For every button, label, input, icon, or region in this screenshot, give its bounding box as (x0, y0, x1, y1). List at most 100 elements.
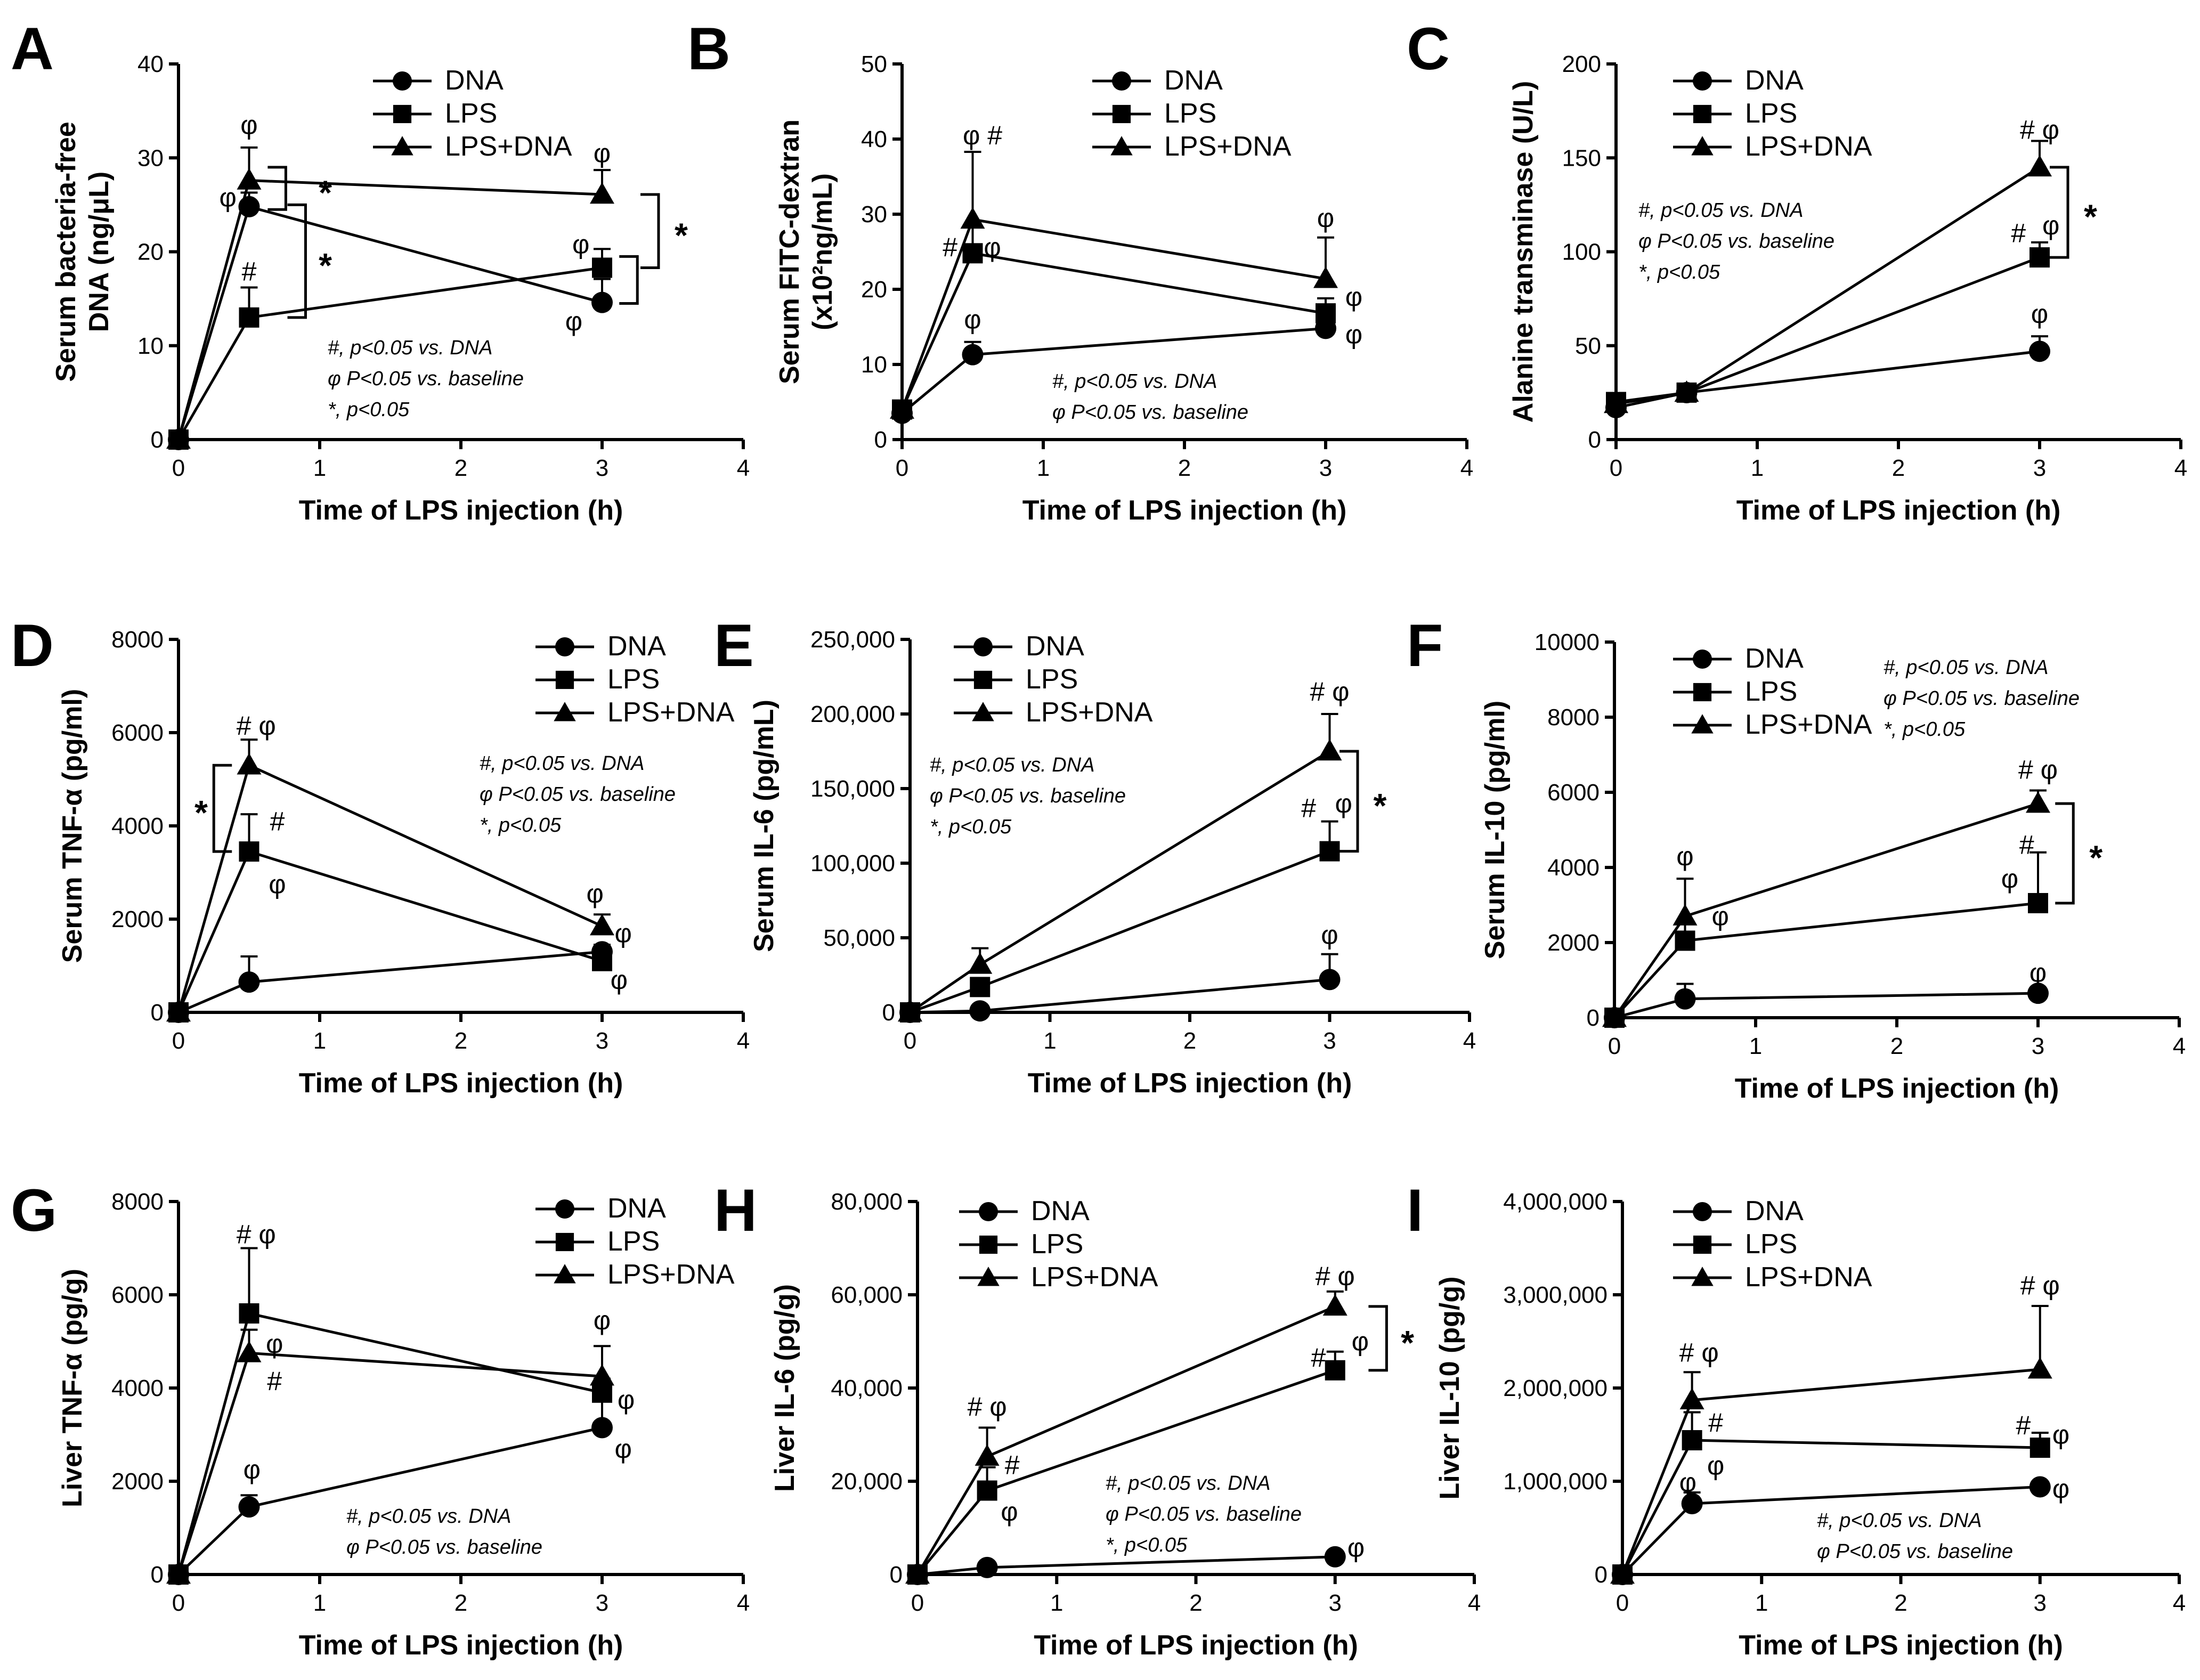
data-point (970, 977, 991, 997)
y-tick-label: 8000 (111, 627, 164, 653)
y-tick-label: 0 (1587, 1005, 1600, 1031)
data-point (1673, 904, 1698, 926)
significance-note: φ P<0.05 vs. baseline (1884, 687, 2080, 710)
significance-note: *, p<0.05 (1884, 718, 1966, 741)
legend-label: LPS+DNA (1745, 709, 1872, 740)
significance-mark: φ (964, 304, 981, 334)
legend-marker (1691, 714, 1714, 734)
x-axis-title: Time of LPS injection (h) (299, 495, 623, 526)
significance-mark: φ (2001, 864, 2018, 894)
significance-bracket (1340, 750, 1359, 853)
significance-mark: # (1301, 793, 1316, 823)
y-tick-label: 1,000,000 (1503, 1468, 1608, 1495)
legend-marker (1691, 136, 1714, 156)
panel-letter: D (11, 612, 54, 679)
significance-mark: φ (1321, 920, 1338, 949)
y-tick-label: 0 (874, 427, 887, 453)
series-lps (168, 813, 612, 1022)
data-point (1322, 1294, 1347, 1316)
x-tick-label: 4 (2173, 1033, 2186, 1059)
data-point (1604, 392, 1628, 413)
significance-mark: # φ (1679, 1338, 1719, 1368)
x-axis-title: Time of LPS injection (h) (1736, 495, 2061, 526)
x-axis-title: Time of LPS injection (h) (1034, 1630, 1358, 1661)
y-axis-title: Serum FITC-dextran (774, 119, 805, 384)
legend-marker (1693, 71, 1712, 91)
x-tick-label: 2 (1183, 1028, 1196, 1054)
data-point (1313, 266, 1338, 288)
x-tick-label: 4 (1460, 455, 1473, 481)
data-point (976, 1556, 998, 1578)
x-tick-label: 4 (737, 455, 750, 481)
data-point (2029, 1438, 2050, 1458)
legend-marker (1693, 104, 1712, 124)
significance-mark: φ (240, 110, 257, 140)
significance-mark: φ (2052, 1420, 2069, 1450)
y-tick-label: 200 (1562, 51, 1601, 77)
x-tick-label: 2 (454, 455, 467, 481)
data-point (590, 914, 614, 936)
x-tick-label: 1 (1050, 1590, 1063, 1616)
data-point (591, 1417, 613, 1439)
significance-mark: φ (1676, 841, 1693, 871)
series-line (177, 1312, 603, 1575)
legend-marker (555, 1232, 574, 1252)
data-point (592, 257, 612, 278)
y-tick-label: 200,000 (810, 701, 895, 727)
significance-mark: φ (266, 1329, 283, 1359)
significance-mark: φ (243, 1455, 261, 1484)
x-tick-label: 1 (1037, 455, 1050, 481)
significance-mark: φ (565, 306, 582, 336)
significance-note: *, p<0.05 (328, 399, 410, 421)
y-tick-label: 6000 (1547, 780, 1600, 806)
significance-mark: φ (1707, 1450, 1724, 1480)
y-tick-label: 2000 (111, 906, 164, 932)
x-axis-title: Time of LPS injection (h) (1739, 1630, 2063, 1661)
x-tick-label: 0 (911, 1590, 924, 1616)
data-point (1610, 1562, 1635, 1584)
y-tick-label: 30 (861, 201, 887, 228)
legend-marker (1693, 650, 1712, 669)
significance-note: #, p<0.05 vs. DNA (480, 752, 644, 775)
data-point (2026, 791, 2050, 813)
significance-mark: φ (615, 1434, 632, 1464)
significance-mark: φ (1679, 1467, 1696, 1497)
y-tick-label: 40,000 (831, 1375, 903, 1401)
significance-mark: φ (618, 1385, 635, 1415)
series-dna (1605, 335, 2050, 419)
legend-label: DNA (607, 1193, 666, 1224)
legend-label: LPS+DNA (607, 1259, 735, 1290)
data-point (166, 427, 191, 449)
significance-mark: φ (1001, 1497, 1018, 1527)
legend-marker (555, 1199, 574, 1219)
data-point (591, 291, 613, 313)
x-tick-label: 2 (1178, 455, 1191, 481)
bracket-star: * (2084, 197, 2097, 236)
x-tick-label: 3 (596, 455, 608, 481)
x-tick-label: 3 (1329, 1590, 1342, 1616)
panel-e: E 0 1 2 3 4 0 50,000 100,000 150,000 200,000 250,00… (714, 612, 1476, 1099)
legend-label: DNA (1026, 631, 1084, 662)
x-tick-label: 1 (313, 1590, 326, 1616)
data-point (1674, 988, 1696, 1010)
legend-marker (1112, 71, 1131, 91)
y-tick-label: 50,000 (823, 925, 895, 951)
legend-marker (973, 637, 993, 656)
x-tick-label: 4 (2173, 1590, 2186, 1616)
x-tick-label: 1 (313, 455, 326, 481)
x-tick-label: 3 (1323, 1028, 1336, 1054)
data-point (237, 168, 262, 190)
legend-label: LPS+DNA (445, 131, 572, 162)
data-point (962, 344, 984, 366)
data-point (1674, 380, 1699, 402)
x-tick-label: 0 (1616, 1590, 1629, 1616)
legend-label: DNA (607, 631, 666, 662)
bracket-star: * (1401, 1324, 1414, 1362)
data-point (1325, 1360, 1345, 1381)
x-tick-label: 4 (1468, 1590, 1481, 1616)
data-point (2029, 340, 2050, 362)
